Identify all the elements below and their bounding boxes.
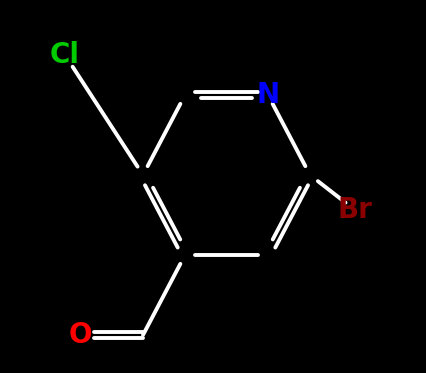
Text: N: N [256, 81, 279, 109]
Text: Cl: Cl [50, 41, 80, 69]
Text: O: O [68, 321, 92, 349]
Text: Br: Br [337, 196, 372, 224]
